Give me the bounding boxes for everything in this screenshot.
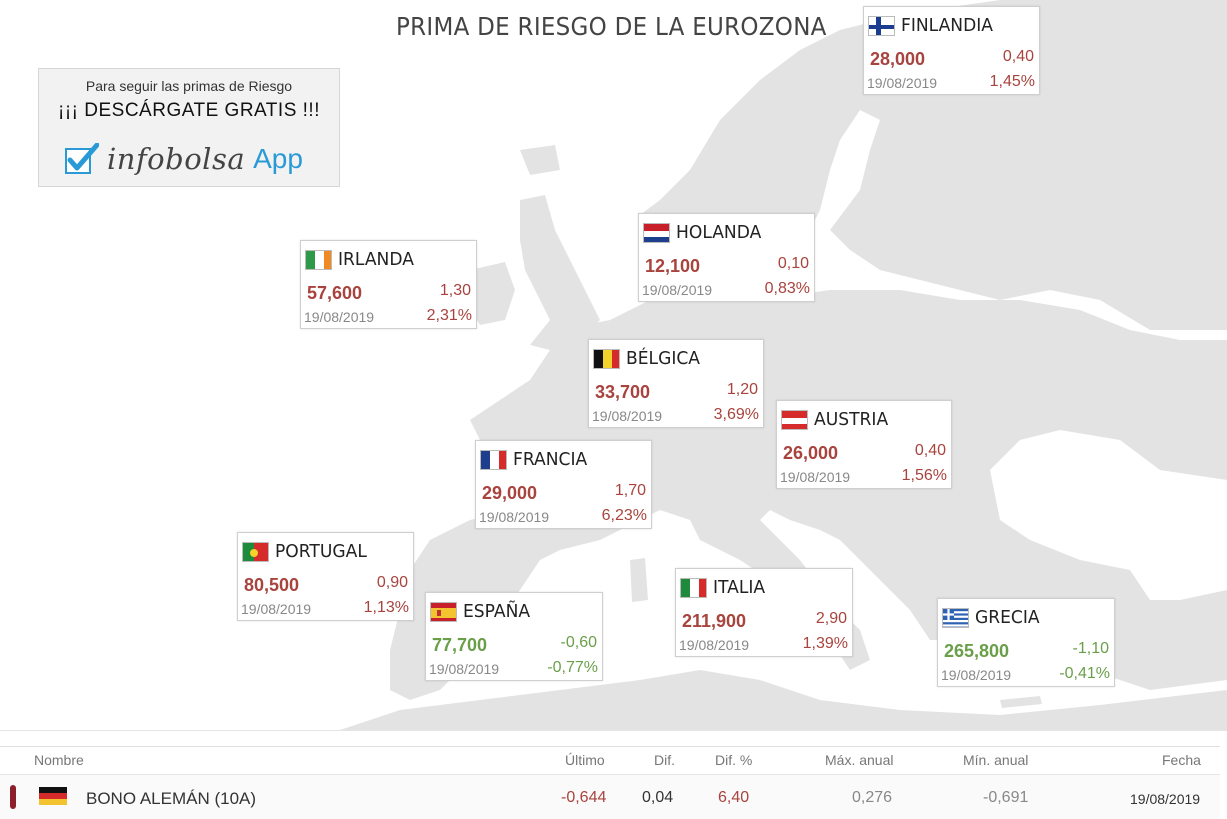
country-date: 19/08/2019 bbox=[241, 601, 312, 617]
country-price: 57,600 bbox=[307, 283, 363, 303]
row-dif-pct: 6,40 bbox=[718, 789, 750, 806]
country-date: 19/08/2019 bbox=[679, 637, 750, 653]
belgium-flag-icon bbox=[593, 349, 620, 369]
header-nombre[interactable]: Nombre bbox=[34, 752, 84, 768]
promo-banner[interactable]: Para seguir las primas de Riesgo ¡¡¡ DES… bbox=[38, 68, 340, 187]
country-pct: 1,39% bbox=[802, 635, 848, 652]
ireland-flag-icon bbox=[305, 250, 332, 270]
table-row[interactable]: BONO ALEMÁN (10A) -0,644 0,04 6,40 0,276… bbox=[0, 774, 1220, 819]
country-date: 19/08/2019 bbox=[304, 309, 375, 325]
row-min-anual: -0,691 bbox=[983, 789, 1029, 806]
country-diff: 1,70 bbox=[614, 482, 646, 499]
row-fecha: 19/08/2019 bbox=[1130, 791, 1201, 807]
country-card-italia[interactable]: ITALIA 211,900 2,90 19/08/2019 1,39% bbox=[675, 568, 853, 657]
country-pct: 3,69% bbox=[713, 406, 759, 423]
country-name: AUSTRIA bbox=[814, 409, 889, 430]
country-card-irlanda[interactable]: IRLANDA 57,600 1,30 19/08/2019 2,31% bbox=[300, 240, 477, 329]
country-date: 19/08/2019 bbox=[941, 667, 1012, 683]
table-header: Nombre Último Dif. Dif. % Máx. anual Mín… bbox=[0, 746, 1220, 772]
finland-flag-icon bbox=[868, 16, 895, 36]
country-pct: 2,31% bbox=[426, 307, 472, 324]
country-pct: -0,77% bbox=[547, 659, 598, 676]
country-diff: 0,10 bbox=[777, 255, 809, 272]
portugal-flag-icon bbox=[242, 542, 269, 562]
country-name: GRECIA bbox=[975, 607, 1040, 628]
country-diff: -1,10 bbox=[1072, 640, 1109, 657]
country-diff: 0,40 bbox=[1002, 48, 1034, 65]
country-card-austria[interactable]: AUSTRIA 26,000 0,40 19/08/2019 1,56% bbox=[776, 400, 952, 489]
country-price: 29,000 bbox=[482, 483, 538, 503]
country-pct: 1,56% bbox=[901, 467, 947, 484]
country-name: FRANCIA bbox=[513, 449, 588, 470]
page-title: PRIMA DE RIESGO DE LA EUROZONA bbox=[396, 12, 827, 41]
austria-flag-icon bbox=[781, 410, 808, 430]
country-diff: 1,30 bbox=[439, 282, 471, 299]
country-name: FINLANDIA bbox=[901, 15, 994, 36]
header-fecha[interactable]: Fecha bbox=[1162, 752, 1201, 768]
row-ultimo: -0,644 bbox=[561, 789, 607, 806]
header-ultimo[interactable]: Último bbox=[565, 752, 605, 768]
country-card-finlandia[interactable]: FINLANDIA 28,000 0,40 19/08/2019 1,45% bbox=[863, 6, 1040, 95]
country-price: 12,100 bbox=[645, 256, 701, 276]
country-price: 33,700 bbox=[595, 382, 651, 402]
country-name: ESPAÑA bbox=[463, 601, 531, 622]
brand-name: infobolsa bbox=[107, 142, 246, 176]
country-price: 26,000 bbox=[783, 443, 839, 463]
country-pct: 1,45% bbox=[989, 73, 1035, 90]
country-card-portugal[interactable]: PORTUGAL 80,500 0,90 19/08/2019 1,13% bbox=[237, 532, 414, 621]
brand-app-label: App bbox=[253, 143, 303, 174]
infobolsa-logo[interactable]: infobolsa App bbox=[65, 139, 303, 179]
country-diff: 0,90 bbox=[376, 574, 408, 591]
country-card-espana[interactable]: ESPAÑA 77,700 -0,60 19/08/2019 -0,77% bbox=[425, 592, 603, 681]
promo-line-2: ¡¡¡ DESCÁRGATE GRATIS !!! bbox=[58, 100, 320, 121]
section-divider bbox=[0, 730, 1227, 742]
eurozone-map: PRIMA DE RIESGO DE LA EUROZONA Para segu… bbox=[38, 0, 1227, 730]
spain-flag-icon bbox=[430, 602, 457, 622]
row-dif: 0,04 bbox=[642, 789, 674, 806]
country-price: 28,000 bbox=[870, 49, 926, 69]
country-date: 19/08/2019 bbox=[479, 509, 550, 525]
country-card-holanda[interactable]: HOLANDA 12,100 0,10 19/08/2019 0,83% bbox=[638, 213, 815, 302]
header-min-anual[interactable]: Mín. anual bbox=[963, 752, 1029, 768]
country-date: 19/08/2019 bbox=[429, 661, 500, 677]
row-max-anual: 0,276 bbox=[852, 789, 893, 806]
country-name: ITALIA bbox=[713, 577, 766, 598]
country-name: HOLANDA bbox=[676, 222, 762, 243]
germany-flag-icon bbox=[39, 787, 67, 805]
country-pct: -0,41% bbox=[1059, 665, 1110, 682]
country-date: 19/08/2019 bbox=[592, 408, 663, 424]
country-date: 19/08/2019 bbox=[780, 469, 851, 485]
country-diff: 1,20 bbox=[726, 381, 758, 398]
header-max-anual[interactable]: Máx. anual bbox=[825, 752, 894, 768]
italy-flag-icon bbox=[680, 578, 707, 598]
france-flag-icon bbox=[480, 450, 507, 470]
country-card-belgica[interactable]: BÉLGICA 33,700 1,20 19/08/2019 3,69% bbox=[588, 339, 764, 428]
country-price: 265,800 bbox=[944, 641, 1010, 661]
country-name: PORTUGAL bbox=[275, 541, 367, 562]
greece-flag-icon bbox=[942, 608, 969, 628]
country-diff: 0,40 bbox=[914, 442, 946, 459]
country-diff: -0,60 bbox=[560, 634, 597, 651]
country-date: 19/08/2019 bbox=[642, 282, 713, 298]
netherlands-flag-icon bbox=[643, 223, 670, 243]
row-marker bbox=[10, 785, 16, 809]
country-name: IRLANDA bbox=[338, 249, 414, 270]
country-pct: 6,23% bbox=[601, 507, 647, 524]
country-price: 211,900 bbox=[682, 611, 747, 631]
country-name: BÉLGICA bbox=[626, 348, 700, 369]
country-price: 77,700 bbox=[432, 635, 488, 655]
country-pct: 1,13% bbox=[363, 599, 409, 616]
country-diff: 2,90 bbox=[815, 610, 847, 627]
row-nombre[interactable]: BONO ALEMÁN (10A) bbox=[86, 789, 257, 808]
country-date: 19/08/2019 bbox=[867, 75, 938, 91]
country-card-francia[interactable]: FRANCIA 29,000 1,70 19/08/2019 6,23% bbox=[475, 440, 652, 529]
header-dif-pct[interactable]: Dif. % bbox=[715, 752, 753, 768]
country-price: 80,500 bbox=[244, 575, 300, 595]
country-pct: 0,83% bbox=[764, 280, 810, 297]
country-card-grecia[interactable]: GRECIA 265,800 -1,10 19/08/2019 -0,41% bbox=[937, 598, 1115, 687]
checkbox-check-icon bbox=[65, 143, 99, 174]
promo-line-1: Para seguir las primas de Riesgo bbox=[85, 78, 293, 94]
header-dif[interactable]: Dif. bbox=[654, 752, 675, 768]
